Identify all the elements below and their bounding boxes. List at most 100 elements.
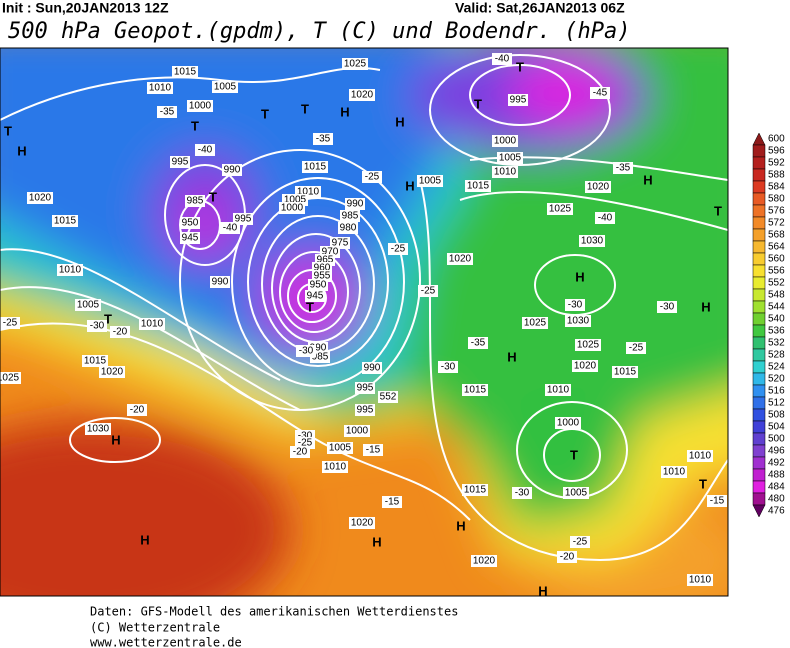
pressure-center-label: T: [306, 299, 314, 314]
colorbar-segment: [752, 192, 766, 206]
map-label-box: [27, 192, 53, 204]
pressure-center-label: T: [714, 203, 722, 218]
colorbar-label: 540: [768, 314, 785, 325]
contour-label: -15: [710, 496, 725, 507]
map-label-box: [210, 276, 230, 288]
colorbar-label: 564: [768, 242, 785, 253]
contour-label: -25: [365, 172, 380, 183]
map-label-box: [349, 517, 375, 529]
colorbar-label: 536: [768, 326, 785, 337]
colorbar-segment: [752, 444, 766, 458]
map-label-box: [75, 299, 101, 311]
contour-label: 1015: [84, 356, 107, 367]
contour-label: 945: [182, 233, 199, 244]
map-label-box: [492, 166, 518, 178]
colorbar-label: 480: [768, 494, 785, 505]
map-label-box: [388, 243, 408, 255]
contour-label: -25: [421, 286, 436, 297]
contour-label: -30: [441, 362, 456, 373]
colorbar-label: 584: [768, 182, 785, 193]
valid-time: Valid: Sat,26JAN2013 06Z: [455, 0, 625, 16]
map-label-box: [575, 339, 601, 351]
map-label-box: [545, 384, 571, 396]
contour-label: 985: [342, 211, 359, 222]
colorbar-label: 556: [768, 266, 785, 277]
colorbar-label: 520: [768, 374, 785, 385]
contour-label: -30: [299, 346, 314, 357]
colorbar-label: 532: [768, 338, 785, 349]
map-label-box: [378, 391, 398, 403]
colorbar-segment: [752, 216, 766, 230]
map-label-box: [687, 574, 713, 586]
map-label-box: [222, 164, 242, 176]
colorbar-segment: [752, 156, 766, 170]
contour-label: -40: [598, 213, 613, 224]
colorbar-segment: [752, 432, 766, 446]
contour-label: 1020: [351, 90, 374, 101]
contour-label: 1030: [87, 424, 110, 435]
contour-label: -15: [385, 497, 400, 508]
colorbar-label: 508: [768, 410, 785, 421]
contour-label: -35: [160, 107, 175, 118]
contour-label: -25: [3, 318, 18, 329]
map-label-box: [657, 301, 677, 313]
map-label-box: [557, 551, 577, 563]
pressure-center-label: H: [643, 172, 652, 187]
pressure-center-label: T: [209, 189, 217, 204]
contour-label: -20: [113, 327, 128, 338]
colorbar-label: 548: [768, 290, 785, 301]
map-label-box: [340, 210, 360, 222]
contour-label: 955: [314, 271, 331, 282]
map-label-box: [465, 180, 491, 192]
contour-label: 1005: [565, 488, 588, 499]
colorbar-label: 476: [768, 506, 785, 517]
colorbar-label: 488: [768, 470, 785, 481]
contour-label: -25: [391, 244, 406, 255]
pressure-center-label: H: [17, 143, 26, 158]
contour-label: 1015: [174, 67, 197, 78]
colorbar-segment: [752, 384, 766, 398]
contour-label: 995: [357, 383, 374, 394]
map-label-box: [187, 100, 213, 112]
map-label-box: [157, 106, 177, 118]
map-label-box: [180, 232, 200, 244]
colorbar-label: 492: [768, 458, 785, 469]
contour-label: 1025: [344, 59, 367, 70]
colorbar-label: 504: [768, 422, 785, 433]
colorbar-label: 576: [768, 206, 785, 217]
map-label-box: [220, 222, 240, 234]
map-label-box: [563, 487, 589, 499]
map-label-box: [355, 382, 375, 394]
contour-label: 995: [235, 214, 252, 225]
colorbar-segment: [752, 288, 766, 302]
map-label-box: [447, 253, 473, 265]
map-label-box: [279, 202, 305, 214]
colorbar-segment: [752, 396, 766, 410]
colorbar-segment: [752, 468, 766, 482]
contour-label: 990: [224, 165, 241, 176]
contour-label: -35: [316, 134, 331, 145]
contour-label: 995: [357, 405, 374, 416]
map-label-box: [355, 404, 375, 416]
map-label-box: [290, 446, 310, 458]
colorbar-label: 528: [768, 350, 785, 361]
map-label-box: [570, 536, 590, 548]
map-label-box: [57, 264, 83, 276]
map-label-box: [342, 58, 368, 70]
contour-label: 1030: [567, 316, 590, 327]
pressure-center-label: H: [372, 534, 381, 549]
contour-label: 990: [310, 343, 327, 354]
contour-label: 950: [310, 280, 327, 291]
contour-label: 975: [332, 238, 349, 249]
contour-label: 1010: [141, 319, 164, 330]
map-label-box: [172, 66, 198, 78]
pressure-center-label: T: [474, 96, 482, 111]
pressure-center-label: H: [538, 583, 547, 598]
contour-label: 950: [182, 218, 199, 229]
contour-label: 1005: [419, 176, 442, 187]
contour-label: -30: [515, 488, 530, 499]
contour-label: 1010: [297, 187, 320, 198]
colorbar-segment: [752, 492, 766, 506]
map-label-box: [565, 315, 591, 327]
